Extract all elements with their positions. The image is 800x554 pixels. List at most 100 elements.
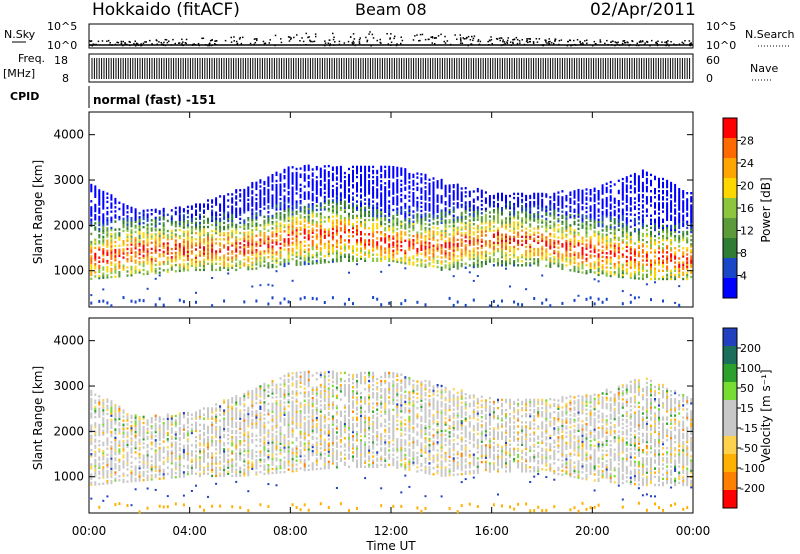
echo-cell — [126, 207, 129, 210]
echo-cell — [110, 235, 113, 238]
echo-cell — [190, 213, 193, 216]
echo-cell — [613, 250, 616, 254]
echo-cell — [488, 239, 491, 243]
echo-cell — [509, 213, 511, 216]
echo-cell — [343, 222, 346, 226]
echo-cell — [464, 227, 467, 231]
echo-cell — [589, 242, 592, 245]
freq-tick-bottom: 8 — [62, 72, 69, 85]
echo-cell — [372, 257, 375, 260]
echo-cell — [497, 211, 499, 214]
echo-cell — [573, 220, 576, 224]
echo-cell — [637, 238, 640, 241]
echo-cell — [432, 246, 435, 250]
echo-cell — [323, 259, 326, 262]
echo-cell — [408, 234, 411, 237]
echo-cell — [581, 197, 584, 201]
echo-cell — [199, 260, 201, 263]
echo-cell — [279, 203, 282, 207]
nsky-point — [472, 39, 474, 42]
echo-cell — [368, 192, 371, 195]
echo-cell — [650, 239, 652, 242]
echo-cell — [327, 252, 330, 255]
echo-cell — [492, 225, 495, 228]
echo-cell — [621, 273, 624, 277]
echo-cell — [420, 213, 423, 217]
echo-cell — [456, 216, 459, 219]
echo-cell — [98, 268, 101, 272]
echo-cell — [573, 269, 576, 273]
echo-cell — [641, 249, 644, 252]
echo-cell — [597, 259, 600, 262]
echo-cell — [448, 255, 451, 259]
echo-cell — [267, 302, 270, 306]
nsky-point — [280, 41, 283, 44]
echo-cell — [400, 249, 403, 252]
echo-cell — [424, 245, 427, 248]
echo-cell — [364, 188, 367, 191]
echo-cell — [146, 233, 149, 237]
echo-cell — [505, 217, 507, 220]
echo-cell — [372, 227, 375, 230]
echo-cell — [400, 232, 403, 236]
echo-cell — [343, 229, 346, 232]
echo-cell — [432, 177, 435, 180]
nsky-point — [641, 40, 644, 42]
echo-cell — [106, 259, 109, 263]
nsky-point — [89, 40, 91, 42]
echo-cell — [251, 261, 254, 264]
echo-cell — [239, 264, 242, 267]
echo-cell — [581, 250, 584, 254]
echo-cell — [118, 260, 121, 264]
nsky-point — [352, 40, 355, 43]
nsky-point — [430, 36, 432, 38]
echo-cell — [412, 220, 415, 223]
echo-cell — [315, 259, 318, 263]
echo-cell — [199, 215, 201, 218]
echo-cell — [98, 227, 101, 231]
echo-cell — [106, 196, 109, 199]
echo-cell — [553, 205, 556, 208]
echo-cell — [400, 198, 403, 201]
nsky-point — [644, 42, 646, 44]
echo-cell — [174, 270, 177, 273]
echo-cell — [541, 225, 544, 228]
echo-cell — [303, 179, 306, 182]
echo-cell — [102, 266, 105, 269]
echo-cell — [323, 246, 326, 250]
echo-cell — [364, 222, 367, 226]
echo-cell — [259, 250, 262, 253]
echo-cell — [609, 274, 612, 278]
echo-cell — [384, 229, 387, 232]
echo-cell — [436, 186, 439, 189]
echo-cell — [480, 218, 483, 221]
echo-cell — [247, 239, 250, 242]
echo-cell — [166, 229, 169, 233]
echo-cell — [625, 233, 628, 236]
echo-cell — [589, 215, 592, 218]
echo-cell — [255, 197, 258, 201]
echo-cell — [621, 247, 624, 250]
echo-cell — [436, 247, 439, 250]
echo-cell — [641, 171, 644, 174]
nsky-point — [230, 36, 232, 39]
echo-cell — [90, 189, 93, 193]
echo-cell — [633, 187, 636, 190]
echo-cell — [154, 239, 157, 242]
echo-cell — [456, 265, 459, 268]
echo-cell — [432, 261, 435, 264]
echo-cell — [412, 202, 415, 205]
echo-cell — [231, 225, 234, 229]
echo-cell — [472, 249, 475, 252]
echo-cell — [380, 184, 383, 187]
echo-cell — [593, 187, 596, 190]
echo-cell — [352, 222, 354, 226]
nsky-point — [525, 40, 528, 43]
echo-cell — [468, 223, 471, 226]
echo-cell — [621, 222, 624, 226]
echo-cell — [460, 258, 463, 262]
nsky-point — [312, 40, 314, 43]
echo-cell — [142, 260, 145, 264]
echo-cell — [505, 251, 507, 255]
nsky-point — [548, 38, 550, 40]
